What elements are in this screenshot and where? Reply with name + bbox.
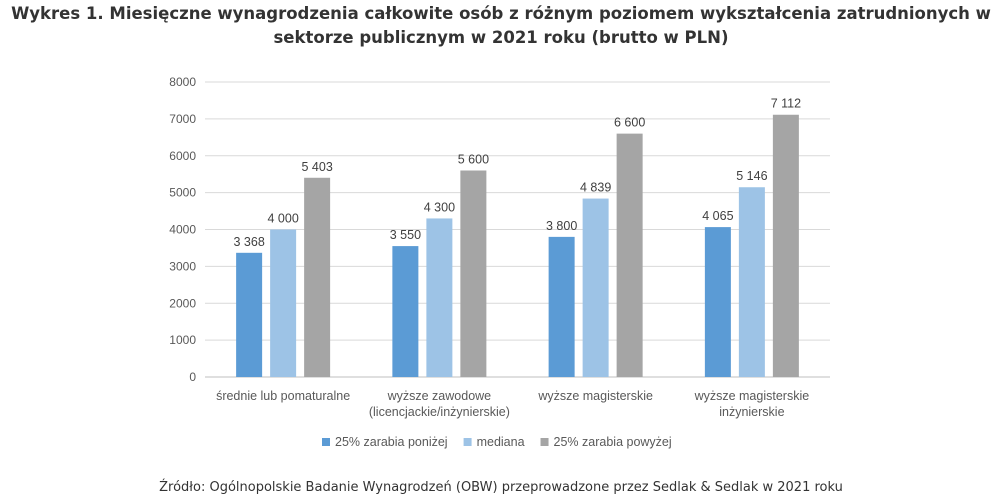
bar	[304, 177, 331, 377]
data-label: 7 112	[771, 97, 801, 111]
y-tick-label: 7000	[169, 112, 196, 126]
bar	[704, 227, 731, 377]
data-label: 4 000	[267, 212, 298, 226]
data-label: 5 403	[301, 160, 332, 174]
y-tick-label: 3000	[169, 259, 196, 273]
legend-swatch	[540, 438, 549, 446]
x-tick-label: (licencjackie/inżynierskie)	[369, 405, 510, 419]
y-tick-label: 6000	[169, 149, 196, 163]
x-tick-label: wyższe magisterskie	[537, 389, 653, 403]
x-tick-label: wyższe zawodowe	[387, 389, 492, 403]
bar	[548, 236, 575, 377]
data-label: 3 800	[546, 219, 577, 233]
data-label: 3 550	[390, 228, 421, 242]
bar	[426, 218, 453, 377]
bar	[236, 252, 263, 377]
y-tick-label: 0	[189, 370, 196, 384]
data-label: 4 300	[424, 200, 455, 214]
bar	[270, 229, 297, 377]
legend-swatch	[322, 438, 330, 446]
x-tick-label: inżynierskie	[719, 405, 784, 419]
bar	[616, 133, 643, 377]
y-tick-label: 8000	[169, 75, 196, 89]
x-tick-label: średnie lub pomaturalne	[216, 389, 350, 403]
data-label: 4 065	[702, 209, 733, 223]
data-label: 5 146	[736, 169, 767, 183]
y-tick-label: 4000	[169, 223, 196, 237]
y-tick-label: 5000	[169, 186, 196, 200]
chart-title: Wykres 1. Miesięczne wynagrodzenia całko…	[11, 4, 991, 47]
legend-swatch	[463, 438, 472, 446]
bar	[392, 246, 419, 377]
y-tick-label: 2000	[169, 296, 196, 310]
bar	[772, 114, 799, 378]
bar	[738, 187, 765, 377]
bar	[582, 198, 609, 377]
y-tick-label: 1000	[169, 333, 196, 347]
data-label: 6 600	[614, 116, 645, 130]
legend-label: mediana	[477, 435, 525, 449]
legend-label: 25% zarabia powyżej	[554, 435, 672, 449]
source-note: Źródło: Ogólnopolskie Badanie Wynagrodze…	[159, 480, 843, 495]
legend-label: 25% zarabia poniżej	[335, 435, 448, 449]
data-label: 5 600	[458, 153, 489, 167]
bar	[460, 170, 487, 377]
data-label: 3 368	[233, 235, 264, 249]
data-label: 4 839	[580, 181, 611, 195]
x-tick-label: wyższe magisterskie	[694, 389, 810, 403]
